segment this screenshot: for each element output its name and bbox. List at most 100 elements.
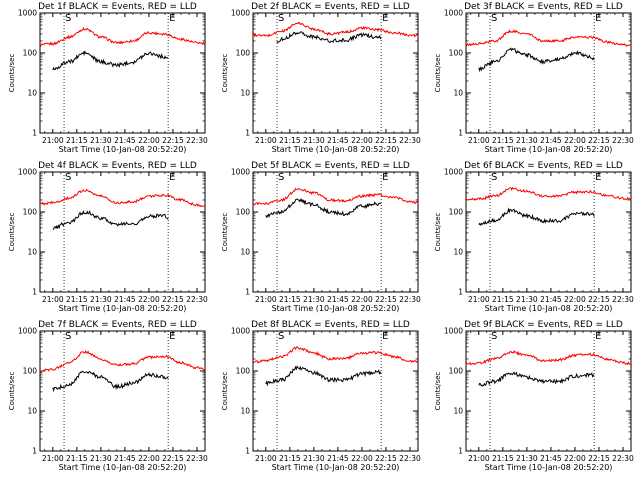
- start-marker-label: S: [491, 172, 497, 183]
- y-axis-label: Counts/sec: [221, 213, 229, 252]
- x-tick-label: 22:30: [399, 454, 421, 463]
- end-marker-label: E: [595, 172, 601, 183]
- y-tick-label: 100: [23, 208, 38, 217]
- x-tick-label: 22:30: [186, 454, 208, 463]
- start-marker-label: S: [491, 331, 497, 342]
- x-tick-label: 21:45: [327, 295, 349, 304]
- x-tick-label: 21:30: [90, 136, 112, 145]
- panel-5: Det 5f BLACK = Events, RED = LLD Counts/s…: [221, 161, 421, 313]
- end-marker-label: E: [382, 331, 388, 342]
- x-tick-label: 21:00: [255, 295, 277, 304]
- x-tick-label: 21:30: [90, 295, 112, 304]
- start-marker-label: S: [65, 331, 71, 342]
- x-tick-label: 21:00: [255, 454, 277, 463]
- x-tick-label: 22:15: [162, 136, 184, 145]
- start-marker-label: S: [65, 172, 71, 183]
- x-tick-label: 21:30: [516, 295, 538, 304]
- x-axis-label: Start Time (10-Jan-08 20:52:20): [272, 463, 400, 472]
- x-axis-label: Start Time (10-Jan-08 20:52:20): [485, 463, 613, 472]
- events-series-line: [478, 47, 595, 73]
- x-tick-label: 21:15: [66, 136, 88, 145]
- lld-series-line: [465, 186, 632, 202]
- plot-frame: [39, 171, 206, 293]
- x-tick-label: 22:30: [186, 136, 208, 145]
- x-tick-label: 21:45: [327, 454, 349, 463]
- x-tick-label: 21:00: [255, 136, 277, 145]
- lld-series-line: [39, 26, 206, 47]
- y-tick-label: 1000: [231, 327, 250, 336]
- x-tick-label: 21:00: [468, 295, 490, 304]
- y-tick-label: 1000: [444, 327, 463, 336]
- x-tick-label: 21:45: [114, 454, 136, 463]
- x-tick-label: 21:30: [90, 454, 112, 463]
- lld-series-line: [252, 346, 419, 364]
- x-tick-label: 21:45: [327, 136, 349, 145]
- end-marker-label: E: [169, 331, 175, 342]
- end-marker-label: E: [595, 13, 601, 24]
- start-marker-label: S: [491, 13, 497, 24]
- y-tick-label: 10: [27, 407, 37, 416]
- plot-frame: [465, 171, 632, 293]
- x-tick-label: 22:00: [564, 136, 586, 145]
- panel-4: Det 4f BLACK = Events, RED = LLD Counts/s…: [8, 161, 208, 313]
- x-tick-label: 22:30: [612, 454, 634, 463]
- x-tick-label: 21:15: [492, 136, 514, 145]
- events-series-line: [52, 370, 169, 393]
- y-tick-label: 1: [32, 447, 37, 456]
- x-tick-label: 22:15: [375, 454, 397, 463]
- y-tick-label: 10: [240, 407, 250, 416]
- x-tick-label: 21:15: [492, 454, 514, 463]
- panel-6: Det 6f BLACK = Events, RED = LLD Counts/s…: [434, 161, 634, 313]
- x-axis-label: Start Time (10-Jan-08 20:52:20): [485, 145, 613, 154]
- plot-frame: [252, 330, 419, 452]
- panel-7: Det 7f BLACK = Events, RED = LLD Counts/s…: [8, 320, 208, 472]
- panel-title: Det 2f BLACK = Events, RED = LLD: [251, 2, 410, 12]
- y-tick-label: 1: [32, 288, 37, 297]
- x-axis-label: Start Time (10-Jan-08 20:52:20): [485, 304, 613, 313]
- panel-1: Det 1f BLACK = Events, RED = LLD Counts/s…: [8, 2, 208, 154]
- x-tick-label: 22:30: [612, 295, 634, 304]
- x-tick-label: 22:00: [564, 454, 586, 463]
- events-series-line: [265, 197, 382, 219]
- x-tick-label: 21:15: [279, 136, 301, 145]
- panel-title: Det 3f BLACK = Events, RED = LLD: [464, 2, 623, 12]
- plot-frame: [252, 171, 419, 293]
- x-axis-label: Start Time (10-Jan-08 20:52:20): [59, 145, 187, 154]
- y-axis-label: Counts/sec: [434, 372, 442, 411]
- x-tick-label: 22:30: [612, 136, 634, 145]
- x-tick-label: 22:00: [351, 295, 373, 304]
- x-tick-label: 22:30: [186, 295, 208, 304]
- x-tick-label: 22:15: [588, 454, 610, 463]
- events-series-line: [52, 209, 169, 230]
- x-axis-label: Start Time (10-Jan-08 20:52:20): [59, 304, 187, 313]
- plot-frame: [465, 330, 632, 452]
- events-series-line: [265, 365, 382, 387]
- x-tick-label: 22:00: [138, 295, 160, 304]
- y-axis-label: Counts/sec: [434, 54, 442, 93]
- y-tick-label: 100: [449, 367, 464, 376]
- y-tick-label: 1000: [444, 9, 463, 18]
- panel-3: Det 3f BLACK = Events, RED = LLD Counts/s…: [434, 2, 634, 154]
- y-axis-label: Counts/sec: [8, 213, 16, 252]
- panel-2: Det 2f BLACK = Events, RED = LLD Counts/s…: [221, 2, 421, 154]
- x-tick-label: 21:45: [540, 454, 562, 463]
- y-tick-label: 10: [240, 248, 250, 257]
- y-tick-label: 1000: [18, 168, 37, 177]
- y-tick-label: 10: [27, 248, 37, 257]
- panel-title: Det 9f BLACK = Events, RED = LLD: [464, 320, 623, 330]
- x-axis-label: Start Time (10-Jan-08 20:52:20): [272, 304, 400, 313]
- x-tick-label: 21:00: [468, 454, 490, 463]
- x-tick-label: 21:15: [66, 454, 88, 463]
- x-tick-label: 22:30: [399, 295, 421, 304]
- y-tick-label: 1: [32, 129, 37, 138]
- panel-title: Det 4f BLACK = Events, RED = LLD: [38, 161, 197, 171]
- y-axis-label: Counts/sec: [434, 213, 442, 252]
- x-tick-label: 21:15: [279, 295, 301, 304]
- y-tick-label: 1: [245, 129, 250, 138]
- x-tick-label: 21:45: [540, 295, 562, 304]
- events-series-line: [478, 371, 595, 387]
- x-tick-label: 21:30: [516, 136, 538, 145]
- y-tick-label: 1: [245, 288, 250, 297]
- y-tick-label: 10: [453, 89, 463, 98]
